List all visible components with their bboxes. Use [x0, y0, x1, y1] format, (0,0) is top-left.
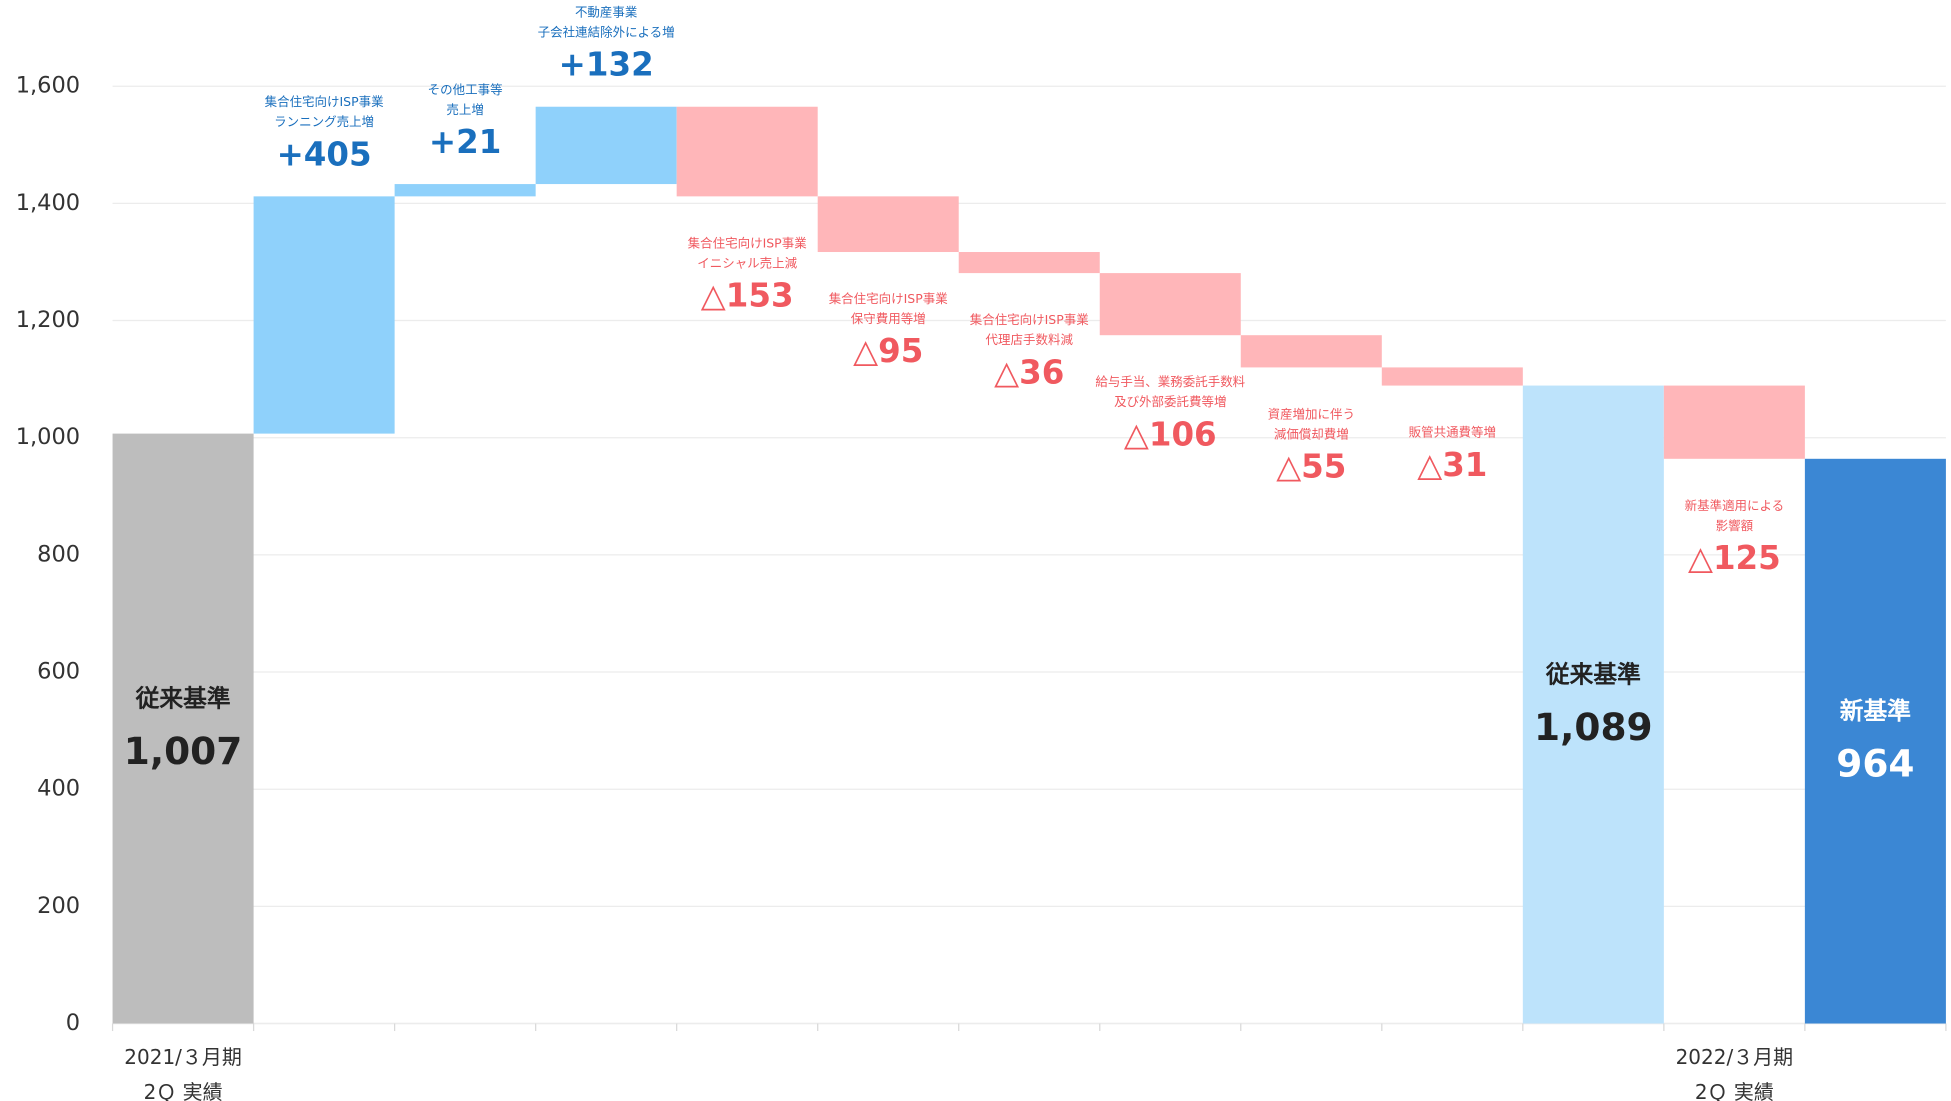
bar-note: 売上増 [446, 102, 483, 117]
bar-note: ランニング売上増 [274, 114, 374, 129]
y-tick-label: 400 [37, 776, 80, 802]
x-tick-label: 2Ｑ 実績 [1695, 1080, 1774, 1101]
y-tick-label: 1,200 [16, 307, 80, 333]
bar-name: 新基準 [1840, 697, 1911, 725]
bar-note: 販管共通費等増 [1409, 425, 1496, 440]
bar [253, 196, 395, 434]
bar-note: 新基準適用による [1685, 498, 1785, 513]
bar-note: その他工事等 [428, 82, 503, 97]
value-label: +405 [277, 135, 372, 173]
bar [1663, 385, 1805, 459]
x-tick-label: 2021/３月期 [124, 1045, 242, 1069]
bar-note: 資産増加に伴う [1268, 406, 1355, 421]
value-label: △153 [701, 277, 794, 315]
y-tick-label: 1,400 [16, 190, 80, 216]
bar-note: 影響額 [1716, 518, 1754, 533]
bar [1804, 458, 1946, 1024]
bar-note: 子会社連結除外による増 [538, 25, 675, 40]
bar-note: 集合住宅向けISP事業 [265, 94, 385, 109]
bar-note: 減価償却費増 [1274, 426, 1349, 441]
bar-note: 保守費用等増 [851, 311, 926, 326]
bar [676, 106, 818, 197]
bar-note: 集合住宅向けISP事業 [688, 235, 808, 250]
bar-name: 従来基準 [135, 684, 231, 712]
value-label: 964 [1836, 742, 1914, 786]
bar [1522, 385, 1664, 1024]
bar-note: 給与手当、業務委託手数料 [1095, 374, 1245, 389]
value-label: +132 [559, 46, 654, 84]
y-tick-label: 200 [37, 893, 80, 919]
value-label: △55 [1276, 448, 1346, 486]
bar [535, 106, 677, 185]
y-tick-label: 1,000 [16, 424, 80, 450]
y-tick-label: 1,600 [16, 73, 80, 99]
bar-note: 集合住宅向けISP事業 [970, 312, 1090, 327]
bar [112, 433, 254, 1024]
bar-note: 代理店手数料減 [986, 332, 1074, 347]
bar-note: 集合住宅向けISP事業 [829, 291, 949, 306]
value-label: +21 [429, 123, 501, 161]
x-tick-label: 2Ｑ 実績 [144, 1080, 223, 1101]
bar-note: イニシャル売上減 [697, 255, 797, 270]
x-tick-label: 2022/３月期 [1676, 1045, 1794, 1069]
bar-note: 不動産事業 [575, 5, 638, 20]
value-label: △125 [1688, 539, 1781, 577]
y-tick-label: 800 [37, 541, 80, 567]
value-label: △95 [853, 332, 923, 370]
bar-note: 及び外部委託費等増 [1114, 394, 1226, 409]
value-label: 1,007 [124, 729, 243, 773]
value-label: △106 [1124, 415, 1217, 453]
value-label: △31 [1417, 446, 1487, 484]
value-label: 1,089 [1534, 705, 1653, 749]
value-label: △36 [994, 353, 1064, 391]
bar [1240, 335, 1382, 368]
bar [1381, 367, 1523, 386]
bar [817, 196, 959, 253]
bar [958, 252, 1100, 274]
bar [394, 184, 536, 197]
y-tick-label: 600 [37, 659, 80, 685]
bar [1099, 273, 1241, 336]
bar-name: 従来基準 [1545, 660, 1641, 688]
y-tick-label: 0 [66, 1010, 80, 1036]
